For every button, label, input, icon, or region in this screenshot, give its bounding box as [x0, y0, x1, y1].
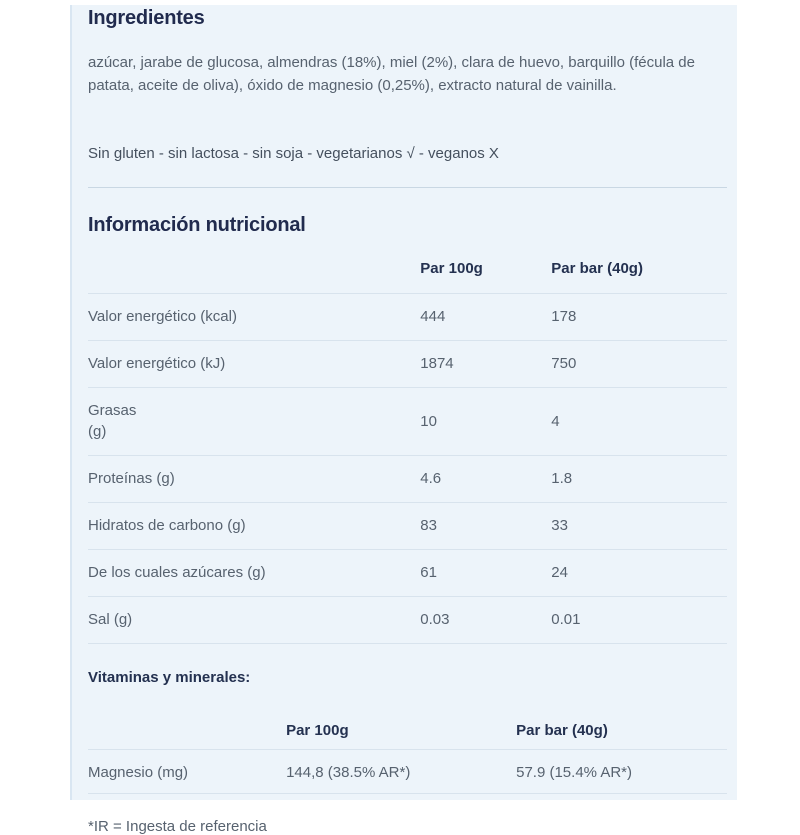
- table-row: Hidratos de carbono (g) 83 33: [88, 502, 727, 550]
- nutrition-title: Información nutricional: [88, 214, 306, 236]
- row-value-per-100g: 144,8 (38.5% AR*): [286, 749, 517, 794]
- nutrition-table: Par 100g Par bar (40g) Valor energético …: [88, 237, 727, 644]
- row-value-per-bar: 33: [551, 502, 727, 550]
- table-row: Valor energético (kJ) 1874 750: [88, 340, 727, 388]
- row-value-per-100g: 1874: [420, 340, 552, 388]
- row-value-per-bar: 1.8: [551, 455, 727, 503]
- row-label: Valor energético (kJ): [88, 340, 421, 388]
- header-per-100g: Par 100g: [286, 702, 517, 750]
- row-value-per-bar: 57.9 (15.4% AR*): [516, 749, 727, 794]
- header-empty: [88, 237, 421, 294]
- nutrition-section: Información nutricional Par 100g Par bar…: [88, 214, 727, 835]
- row-label: Sal (g): [88, 596, 421, 644]
- row-value-per-100g: 444: [420, 293, 552, 341]
- row-value-per-100g: 61: [420, 549, 552, 597]
- nutrition-table-header-row: Par 100g Par bar (40g): [88, 237, 727, 294]
- row-value-per-bar: 0.01: [551, 596, 727, 644]
- product-info-panel: Ingredientes azúcar, jarabe de glucosa, …: [70, 5, 737, 835]
- row-value-per-100g: 0.03: [420, 596, 552, 644]
- row-value-per-bar: 178: [551, 293, 727, 341]
- table-row: Proteínas (g) 4.6 1.8: [88, 455, 727, 503]
- header-per-bar: Par bar (40g): [516, 702, 727, 750]
- row-value-per-bar: 24: [551, 549, 727, 597]
- vitamins-minerals-label: Vitaminas y minerales:: [88, 669, 251, 686]
- row-label: Proteínas (g): [88, 455, 421, 503]
- header-empty: [88, 702, 287, 750]
- row-value-per-bar: 750: [551, 340, 727, 388]
- table-row: Grasas (g) 10 4: [88, 387, 727, 456]
- row-value-per-bar: 4: [551, 387, 727, 456]
- row-label: Magnesio (mg): [88, 749, 287, 794]
- table-row: Sal (g) 0.03 0.01: [88, 596, 727, 644]
- table-row: De los cuales azúcares (g) 61 24: [88, 549, 727, 597]
- row-value-per-100g: 10: [420, 387, 552, 456]
- table-row: Valor energético (kcal) 444 178: [88, 293, 727, 341]
- table-row: Magnesio (mg) 144,8 (38.5% AR*) 57.9 (15.4…: [88, 749, 727, 794]
- vitamins-table-header-row: Par 100g Par bar (40g): [88, 702, 727, 750]
- reference-intake-footnote: *IR = Ingesta de referencia: [88, 818, 267, 835]
- row-value-per-100g: 4.6: [420, 455, 552, 503]
- vitamins-table: Par 100g Par bar (40g) Magnesio (mg) 144,…: [88, 702, 727, 794]
- row-label: Valor energético (kcal): [88, 293, 421, 341]
- dietary-info: Sin gluten - sin lactosa - sin soja - ve…: [88, 145, 499, 162]
- row-label: De los cuales azúcares (g): [88, 549, 421, 597]
- section-divider: [88, 187, 727, 188]
- ingredients-description: azúcar, jarabe de glucosa, almendras (18…: [88, 54, 695, 94]
- row-label: Grasas (g): [88, 387, 421, 456]
- header-per-100g: Par 100g: [420, 237, 552, 294]
- ingredients-section: Ingredientes azúcar, jarabe de glucosa, …: [88, 7, 727, 162]
- row-value-per-100g: 83: [420, 502, 552, 550]
- ingredients-title: Ingredientes: [88, 7, 205, 29]
- row-label: Hidratos de carbono (g): [88, 502, 421, 550]
- header-per-bar: Par bar (40g): [551, 237, 727, 294]
